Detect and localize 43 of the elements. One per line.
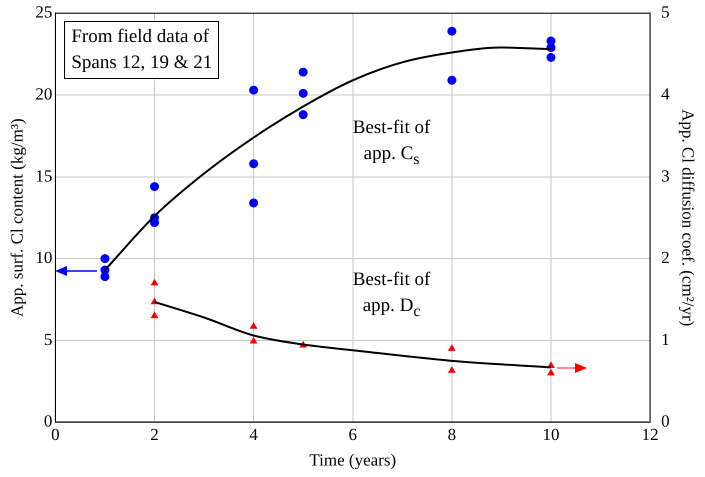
point xyxy=(298,110,308,120)
y2-tick-label: 2 xyxy=(661,248,670,268)
x-tick-label: 10 xyxy=(542,424,560,444)
y2-tick-label: 5 xyxy=(661,2,670,22)
point xyxy=(448,344,456,351)
y-axis-title: App. surf. Cl content (kg/m³) xyxy=(8,118,27,318)
y2-tick-label: 1 xyxy=(661,330,670,349)
x-tick-label: 12 xyxy=(642,424,659,444)
y-tick-label: 20 xyxy=(35,84,52,104)
y2-tick-label: 4 xyxy=(661,84,670,104)
point xyxy=(100,272,110,282)
point xyxy=(448,366,456,373)
y-tick-label: 25 xyxy=(35,2,52,22)
point xyxy=(100,254,110,264)
y2-tick-label: 3 xyxy=(661,166,670,186)
y2-axis-title: App. Cl diffusion coef. (cm²/yr) xyxy=(678,109,698,326)
x-tick-label: 6 xyxy=(348,424,357,444)
annotation: Best-fit of app. D$_{c}$ xyxy=(352,268,430,322)
point xyxy=(447,76,456,85)
y2-tick-label: 0 xyxy=(661,412,670,431)
x-tick-label: 2 xyxy=(150,424,159,444)
point xyxy=(150,182,160,192)
point xyxy=(249,198,258,208)
point xyxy=(546,52,556,62)
point xyxy=(250,322,258,329)
x-axis-title: Time (years) xyxy=(309,450,396,470)
point xyxy=(298,68,308,77)
point xyxy=(447,26,456,36)
annotation: Best-fit of app. C$_{s}$ xyxy=(352,116,430,170)
point xyxy=(249,86,258,95)
point xyxy=(249,159,258,168)
point xyxy=(547,368,555,376)
point xyxy=(250,336,258,344)
x-tick-label: 8 xyxy=(448,424,456,444)
x-tick-label: 4 xyxy=(249,424,258,444)
annotation: From field data of Spans 12, 19 & 21 xyxy=(64,21,220,80)
point xyxy=(298,88,308,98)
y-tick-label: 10 xyxy=(35,248,52,268)
point xyxy=(150,278,158,286)
y-tick-label: 15 xyxy=(35,166,52,186)
y-tick-label: 5 xyxy=(44,330,52,349)
point xyxy=(150,311,158,318)
y-tick-label: 0 xyxy=(44,412,52,431)
